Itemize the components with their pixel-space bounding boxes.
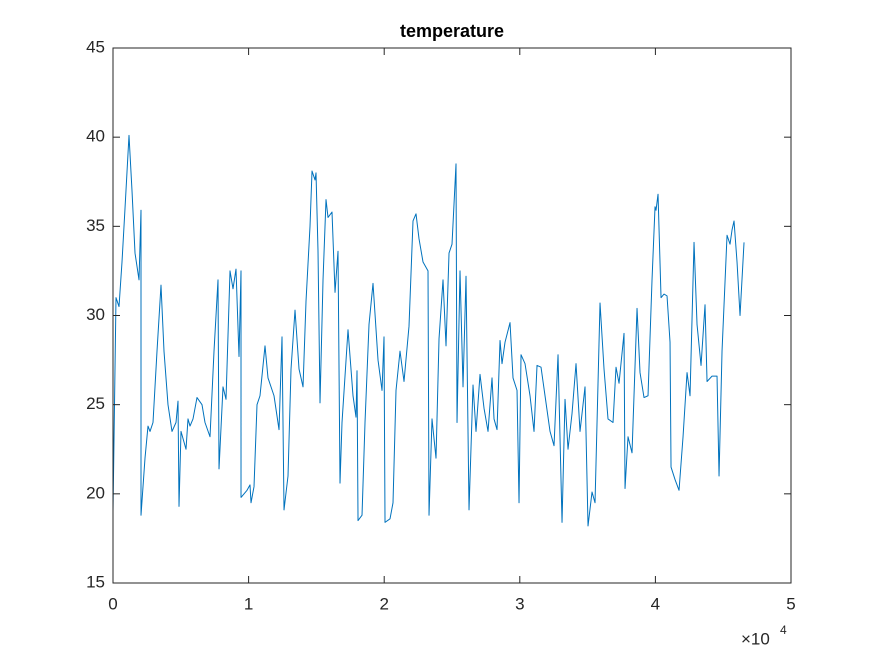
x-tick-label: 1: [244, 594, 253, 613]
y-tick-label: 20: [86, 483, 105, 502]
data-line: [112, 134, 745, 527]
y-tick-label: 35: [86, 216, 105, 235]
x-tick-label: 3: [515, 594, 524, 613]
x-tick-label: 2: [379, 594, 388, 613]
x-exponent-base: ×10: [741, 629, 770, 648]
chart-title: temperature: [400, 21, 504, 41]
x-tick-label: 0: [108, 594, 117, 613]
y-tick-label: 40: [86, 127, 105, 146]
x-tick-label: 5: [786, 594, 795, 613]
y-tick-label: 15: [86, 572, 105, 591]
x-tick-label: 4: [651, 594, 660, 613]
x-exponent-power: 4: [780, 623, 787, 637]
y-tick-label: 45: [86, 37, 105, 56]
y-tick-label: 30: [86, 305, 105, 324]
y-tick-label: 25: [86, 394, 105, 413]
